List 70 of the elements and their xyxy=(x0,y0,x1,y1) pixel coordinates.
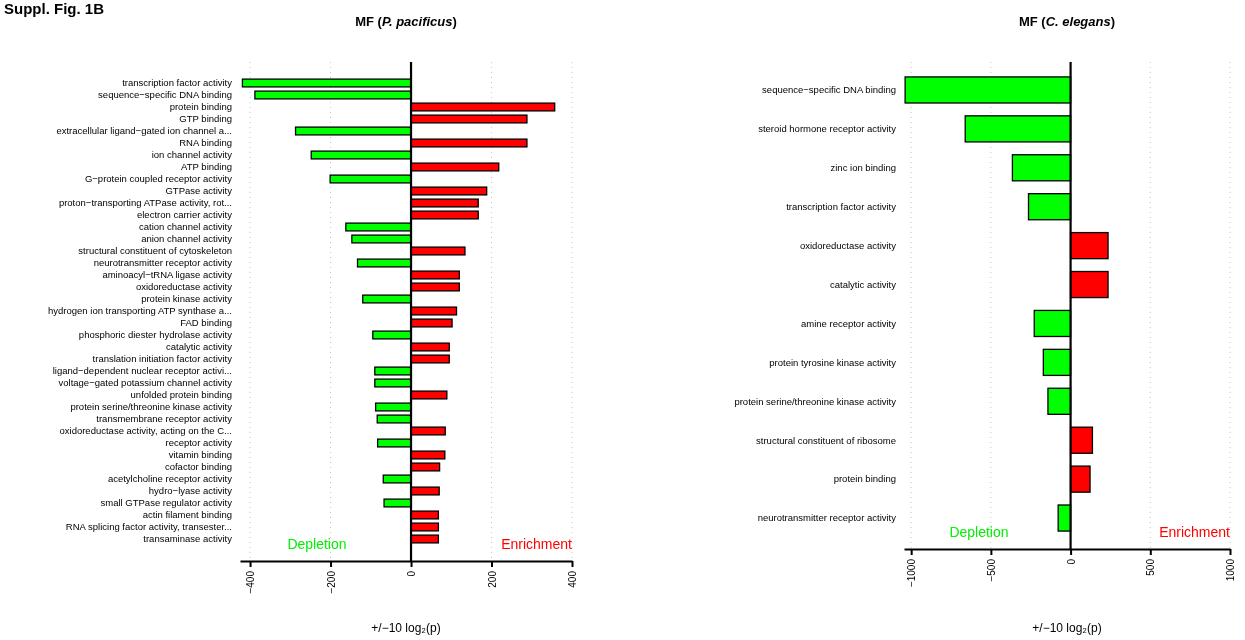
y-tick-label: unfolded protein binding xyxy=(130,389,232,401)
y-tick-label: actin filament binding xyxy=(142,509,232,521)
x-axis-title: +/−10 log₂(p) xyxy=(1032,621,1102,635)
x-tick-label: −400 xyxy=(245,570,257,594)
y-tick-label: small GTPase regulator activity xyxy=(100,497,233,509)
y-tick-label: cation channel activity xyxy=(139,221,233,233)
x-axis-title: +/−10 log₂(p) xyxy=(371,621,441,635)
y-tick-label: protein tyrosine kinase activity xyxy=(769,356,897,368)
y-tick-label: electron carrier activity xyxy=(136,209,233,221)
y-tick-label: transmembrane receptor activity xyxy=(96,413,233,425)
y-tick-label: vitamin binding xyxy=(168,449,232,461)
y-tick-label: GTP binding xyxy=(179,113,232,125)
x-tick-label: −500 xyxy=(985,558,997,582)
chart-title: MF (C. elegans) xyxy=(1018,14,1116,29)
y-tick-label: zinc ion binding xyxy=(830,162,896,174)
y-tick-label: hydro−lyase activity xyxy=(148,485,233,497)
y-tick-label: FAD binding xyxy=(180,317,232,329)
y-tick-label: voltage−gated potassium channel activity xyxy=(58,377,233,389)
x-tick-label: 200 xyxy=(486,570,498,588)
y-tick-label: phosphoric diester hydrolase activity xyxy=(78,329,233,341)
y-tick-label: structural constituent of cytoskeleton xyxy=(78,245,232,257)
y-tick-label: proton−transporting ATPase activity, rot... xyxy=(58,197,232,209)
y-tick-label: aminoacyl−tRNA ligase activity xyxy=(102,269,233,281)
y-tick-label: protein kinase activity xyxy=(141,293,233,305)
annotation: Depletion xyxy=(287,536,347,552)
y-tick-label: oxidoreductase activity xyxy=(799,239,897,251)
y-tick-label: RNA splicing factor activity, transester... xyxy=(65,521,232,533)
y-tick-label: sequence−specific DNA binding xyxy=(762,84,896,96)
y-tick-label: acetylcholine receptor activity xyxy=(107,473,233,485)
y-tick-label: protein serine/threonine kinase activity xyxy=(70,401,233,413)
y-tick-label: structural constituent of ribosome xyxy=(756,434,896,446)
y-tick-label: oxidoreductase activity, acting on the C... xyxy=(59,425,232,437)
y-tick-label: GTPase activity xyxy=(165,185,233,197)
y-tick-label: neurotransmitter receptor activity xyxy=(757,512,897,524)
y-tick-label: protein serine/threonine kinase activity xyxy=(734,395,897,407)
y-tick-label: sequence−specific DNA binding xyxy=(98,89,232,101)
y-tick-label: anion channel activity xyxy=(141,233,233,245)
y-tick-label: catalytic activity xyxy=(166,341,233,353)
x-tick-label: 0 xyxy=(406,570,418,577)
y-tick-label: cofactor binding xyxy=(164,461,232,473)
text: Suppl. Fig. 1B xyxy=(4,0,105,17)
y-tick-label: oxidoreductase activity xyxy=(135,281,233,293)
x-tick-label: −1000 xyxy=(906,558,918,588)
y-tick-label: ligand−dependent nuclear receptor activi... xyxy=(52,365,232,377)
x-tick-label: −200 xyxy=(325,570,337,594)
y-tick-label: transcription factor activity xyxy=(786,201,897,213)
y-tick-label: extracellular ligand−gated ion channel a... xyxy=(56,125,232,137)
x-tick-label: 500 xyxy=(1145,558,1157,576)
y-tick-label: ATP binding xyxy=(181,161,232,173)
y-tick-label: catalytic activity xyxy=(830,278,897,290)
y-tick-label: G−protein coupled receptor activity xyxy=(84,173,233,185)
y-tick-label: transcription factor activity xyxy=(122,77,233,89)
y-tick-label: neurotransmitter receptor activity xyxy=(93,257,233,269)
annotation: Enrichment xyxy=(1159,524,1231,540)
y-tick-label: ion channel activity xyxy=(151,149,233,161)
x-tick-label: 400 xyxy=(567,570,578,588)
y-tick-label: receptor activity xyxy=(165,437,233,449)
y-tick-label: translation initiation factor activity xyxy=(92,353,233,365)
annotation: Enrichment xyxy=(501,536,573,552)
y-tick-label: hydrogen ion transporting ATP synthase a... xyxy=(48,305,232,317)
annotation: Depletion xyxy=(949,524,1009,540)
x-tick-label: 0 xyxy=(1065,558,1077,565)
chart-title: MF (P. pacificus) xyxy=(355,14,457,29)
y-tick-label: steroid hormone receptor activity xyxy=(758,123,897,135)
x-tick-label: 1000 xyxy=(1225,558,1236,582)
y-tick-label: transaminase activity xyxy=(143,533,233,545)
y-tick-label: protein binding xyxy=(833,473,896,485)
y-tick-label: protein binding xyxy=(169,101,232,113)
y-tick-label: RNA binding xyxy=(179,137,232,149)
y-tick-label: amine receptor activity xyxy=(800,317,897,329)
